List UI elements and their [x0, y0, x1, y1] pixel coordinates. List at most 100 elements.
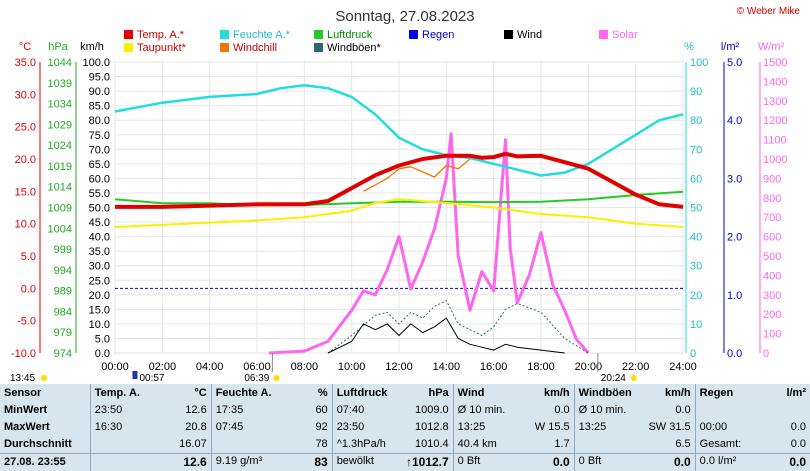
tick-rain: 2.0	[727, 232, 742, 244]
legend-swatch	[124, 43, 133, 52]
humidity-header: Feuchte A.%	[210, 384, 333, 402]
tick-time: 14:00	[433, 361, 461, 373]
tick-humidity: 40	[690, 232, 702, 244]
legend-swatch	[314, 43, 323, 52]
sunrise-label: 06:39	[244, 373, 269, 384]
legend-swatch	[504, 30, 513, 39]
tick-time: 08:00	[291, 361, 319, 373]
legend-label: Feuchte A.*	[233, 29, 291, 41]
tick-humidity: 10	[690, 319, 702, 331]
tick-time: 00:00	[101, 361, 129, 373]
tick-wind: 40.0	[89, 232, 110, 244]
current-timestamp: 27.08. 23:55	[0, 452, 91, 471]
tick-wind: 75.0	[89, 130, 110, 142]
series-line	[268, 132, 590, 355]
stats-table: Sensor Temp. A. °C Feuchte A.% Luftdruck h…	[0, 384, 810, 471]
tick-solar: 200	[763, 309, 781, 321]
legend-swatch	[124, 30, 133, 39]
pressure-header: Luftdruck hPa	[331, 384, 454, 402]
sunset-icon	[630, 375, 637, 381]
credit-text: © Weber Mike	[737, 6, 801, 17]
wind-header: Wind km/h	[452, 384, 575, 402]
tick-wind: 35.0	[89, 246, 110, 258]
tick-pressure: 974	[54, 348, 72, 360]
tick-wind: 85.0	[89, 101, 110, 113]
tick-temp: 5.0	[21, 251, 36, 263]
moon-icon	[41, 375, 47, 381]
tick-time: 12:00	[385, 361, 413, 373]
tick-solar: 1100	[763, 135, 787, 147]
tick-temp: 0.0	[21, 283, 36, 295]
tick-time: 22:00	[622, 361, 650, 373]
tick-wind: 0.0	[95, 348, 110, 360]
tick-time: 24:00	[669, 361, 697, 373]
legend-label: Solar	[612, 29, 638, 41]
row-label-max: MaxWert	[4, 420, 50, 433]
tick-humidity: 80	[690, 115, 702, 127]
tick-humidity: 50	[690, 203, 702, 215]
tick-pressure: 1044	[48, 57, 72, 69]
series-line	[114, 84, 684, 177]
legend-label: Taupunkt*	[137, 42, 187, 54]
tick-temp: 10.0	[15, 219, 36, 231]
tick-time: 04:00	[196, 361, 224, 373]
sun-markers: 13:45 00:57 06:39 20:24	[10, 353, 637, 384]
tick-wind: 25.0	[89, 275, 110, 287]
tick-time: 20:00	[575, 361, 603, 373]
series-line	[115, 151, 684, 209]
tick-wind: 45.0	[89, 217, 110, 229]
tick-temp: 15.0	[15, 186, 36, 198]
table-row: 27.08. 23:55 12.6 9.19 g/m³ 83 bewölkt ↑10…	[0, 452, 810, 471]
table-row: Durchschnitt 16.07 78 ^1.3hPa/h 1010.4 40…	[0, 435, 810, 454]
tick-pressure: 1014	[48, 182, 72, 194]
tick-humidity: 20	[690, 290, 702, 302]
series-line	[363, 158, 471, 192]
unit-rain: l/m²	[721, 41, 740, 53]
unit-temp: °C	[19, 41, 31, 53]
table-row: MaxWert 16:30 20.8 07:45 92 23:50 1012.8 13…	[0, 418, 810, 436]
tick-humidity: 90	[690, 86, 702, 98]
tick-solar: 700	[763, 212, 781, 224]
tick-time: 16:00	[480, 361, 508, 373]
tick-temp: 25.0	[15, 122, 36, 134]
tick-rain: 3.0	[727, 173, 742, 185]
tick-pressure: 994	[54, 265, 72, 277]
tick-wind: 50.0	[89, 203, 110, 215]
tick-wind: 60.0	[89, 173, 110, 185]
sensor-header: Sensor	[4, 386, 42, 399]
series-line	[114, 190, 684, 207]
legend-swatch	[220, 43, 229, 52]
axis-ticks: 100.095.090.085.080.075.070.065.060.055.…	[11, 57, 788, 373]
legend-label: Temp. A.*	[137, 29, 185, 41]
tick-temp: -10.0	[11, 348, 36, 360]
tick-temp: 30.0	[15, 89, 36, 101]
unit-wind: km/h	[80, 41, 104, 53]
legend-swatch	[599, 30, 608, 39]
sunrise-icon	[273, 375, 280, 381]
tick-wind: 95.0	[89, 72, 110, 84]
tick-time: 06:00	[243, 361, 271, 373]
tick-wind: 20.0	[89, 290, 110, 302]
tick-time: 02:00	[149, 361, 177, 373]
table-row: MinWert 23:50 12.6 17:35 60 07:40 1009.0 Ø …	[0, 401, 810, 419]
tick-pressure: 1009	[48, 203, 72, 215]
tick-solar: 1400	[763, 76, 787, 88]
tick-time: 18:00	[527, 361, 555, 373]
chart-title: Sonntag, 27.08.2023	[335, 8, 474, 25]
tick-solar: 100	[763, 329, 781, 341]
tick-solar: 600	[763, 232, 781, 244]
tick-pressure: 984	[54, 306, 72, 318]
tick-wind: 30.0	[89, 261, 110, 273]
tick-rain: 1.0	[727, 290, 742, 302]
unit-solar: W/m²	[758, 41, 785, 53]
legend-label: Regen	[422, 29, 454, 41]
tick-wind: 65.0	[89, 159, 110, 171]
legend-label: Windchill	[233, 42, 277, 54]
tick-solar: 1300	[763, 96, 787, 108]
tick-solar: 300	[763, 290, 781, 302]
tick-humidity: 30	[690, 261, 702, 273]
series-line	[327, 317, 565, 354]
tick-rain: 0.0	[727, 348, 742, 360]
tick-solar: 500	[763, 251, 781, 263]
legend-label: Windböen*	[327, 42, 382, 54]
